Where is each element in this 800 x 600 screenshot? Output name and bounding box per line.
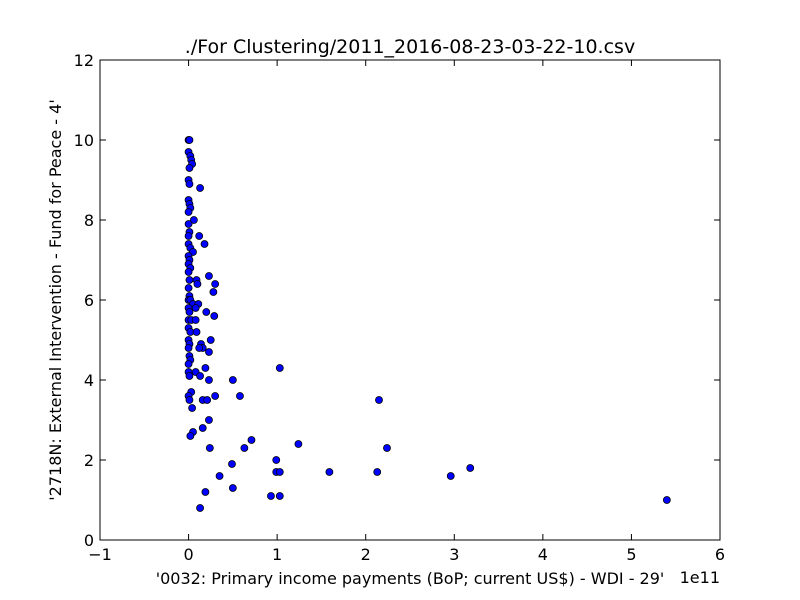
scatter-point [272, 456, 281, 464]
scatter-point [184, 344, 193, 352]
x-tick-label: 5 [626, 545, 636, 564]
scatter-point [184, 360, 193, 368]
scatter-point [195, 232, 204, 240]
scatter-point [215, 472, 224, 480]
scatter-point [186, 432, 195, 440]
scatter-point [184, 208, 193, 216]
scatter-point [267, 492, 275, 500]
scatter-point [375, 396, 383, 404]
scatter-point [196, 184, 204, 192]
scatter-point [210, 312, 219, 320]
y-tick-label: 0 [84, 531, 94, 550]
y-tick-label: 8 [84, 211, 94, 230]
scatter-point [198, 424, 207, 432]
scatter-point [275, 364, 284, 372]
scatter-point [195, 344, 204, 352]
plot-area-background [100, 60, 720, 540]
scatter-point [209, 288, 218, 296]
scatter-point [205, 376, 213, 384]
scatter-point [192, 328, 201, 336]
x-tick-label: 1 [272, 545, 282, 564]
scatter-point [185, 136, 194, 144]
scatter-point [446, 472, 455, 480]
scatter-point [205, 416, 213, 424]
scatter-point [325, 468, 334, 476]
scatter-point [211, 280, 220, 288]
x-tick-label: 3 [449, 545, 459, 564]
x-tick-label: 4 [538, 545, 548, 564]
plot-frame [99, 59, 721, 541]
scatter-point [373, 468, 382, 476]
scatter-point [383, 444, 391, 452]
scatter-point [185, 180, 194, 188]
y-tick-label: 10 [74, 131, 94, 150]
y-tick-label: 6 [84, 291, 94, 310]
scatter-point [191, 316, 200, 324]
scatter-point [206, 336, 215, 344]
scatter-point [200, 240, 209, 248]
scatter-point [184, 232, 193, 240]
scatter-point [185, 396, 194, 404]
x-tick-label: 6 [715, 545, 725, 564]
scatter-point [189, 216, 198, 224]
scatter-point [191, 304, 200, 312]
scatter-point [203, 396, 212, 404]
scatter-point [193, 280, 202, 288]
x-tick-label: 0 [183, 545, 193, 564]
scatter-point [275, 492, 284, 500]
chart-title: ./For Clustering/2011_2016-08-23-03-22-1… [185, 36, 635, 58]
scatter-point [275, 468, 284, 476]
scatter-point [228, 376, 237, 384]
scatter-point [662, 496, 671, 504]
scatter-point [185, 372, 194, 380]
scatter-point [240, 444, 249, 452]
scatter-point [201, 488, 210, 496]
points-layer [184, 136, 671, 512]
x-axis-label: '0032: Primary income payments (BoP; cur… [156, 569, 665, 588]
y-tick-label: 4 [84, 371, 94, 390]
y-tick-label: 2 [84, 451, 94, 470]
scatter-point [184, 268, 193, 276]
scatter-point [466, 464, 475, 472]
scatter-point [184, 220, 193, 228]
scatter-point [294, 440, 303, 448]
scatter-point [211, 392, 220, 400]
scatter-point [205, 444, 214, 452]
scatter-point [228, 460, 236, 468]
scatter-point [185, 164, 194, 172]
scatter-point [185, 308, 194, 316]
scatter-point [205, 272, 213, 280]
scatter-point [247, 436, 256, 444]
x-tick-label: 2 [361, 545, 371, 564]
x-axis-scale-label: 1e11 [680, 568, 720, 587]
scatter-point [196, 372, 204, 380]
scatter-point [228, 484, 237, 492]
scatter-point [196, 504, 204, 512]
scatter-point [188, 404, 197, 412]
scatter-point [185, 276, 194, 284]
y-axis-label: '2718N: External Intervention - Fund for… [46, 99, 65, 500]
scatter-point [205, 348, 213, 356]
x-tick-label: −1 [88, 545, 112, 564]
scatter-point [184, 284, 193, 292]
scatter-point [201, 364, 210, 372]
y-tick-label: 12 [74, 51, 94, 70]
scatter-point [236, 392, 244, 400]
scatter-point [202, 308, 211, 316]
